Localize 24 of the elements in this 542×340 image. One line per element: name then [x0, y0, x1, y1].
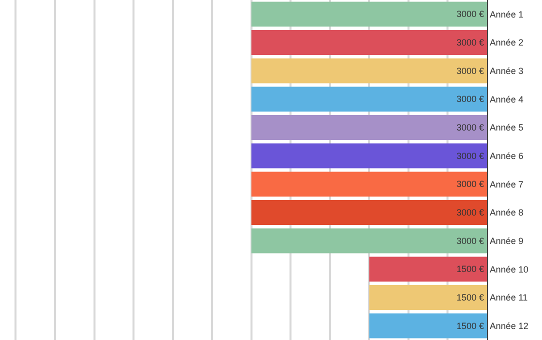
y-tick-label: Année 3 [490, 66, 524, 76]
y-tick-label: Année 7 [490, 179, 524, 190]
y-tick-label: Année 12 [490, 320, 528, 331]
data-label: 3000 € [456, 94, 484, 104]
data-label: 3000 € [456, 122, 484, 132]
y-tick-label: Année 5 [490, 122, 524, 133]
data-label: 3000 € [456, 179, 484, 190]
data-label: 1500 € [456, 320, 484, 331]
y-tick-label: Année 11 [490, 292, 528, 303]
y-tick-label: Année 1 [490, 9, 524, 20]
data-label: 3000 € [456, 38, 484, 48]
data-label: 1500 € [456, 292, 484, 302]
y-tick-label: Année 10 [490, 264, 528, 274]
data-label: 3000 € [456, 236, 484, 246]
data-label: 3000 € [456, 150, 484, 161]
y-tick-label: Année 8 [490, 208, 524, 218]
data-label: 3000 € [456, 208, 484, 218]
data-label: 3000 € [456, 66, 484, 76]
data-label: 1500 € [456, 264, 484, 274]
y-tick-label: Année 6 [490, 150, 524, 161]
y-tick-label: Année 2 [490, 38, 524, 48]
y-tick-label: Année 9 [490, 236, 524, 246]
y-tick-label: Année 4 [490, 94, 524, 104]
data-label: 3000 € [456, 9, 484, 20]
